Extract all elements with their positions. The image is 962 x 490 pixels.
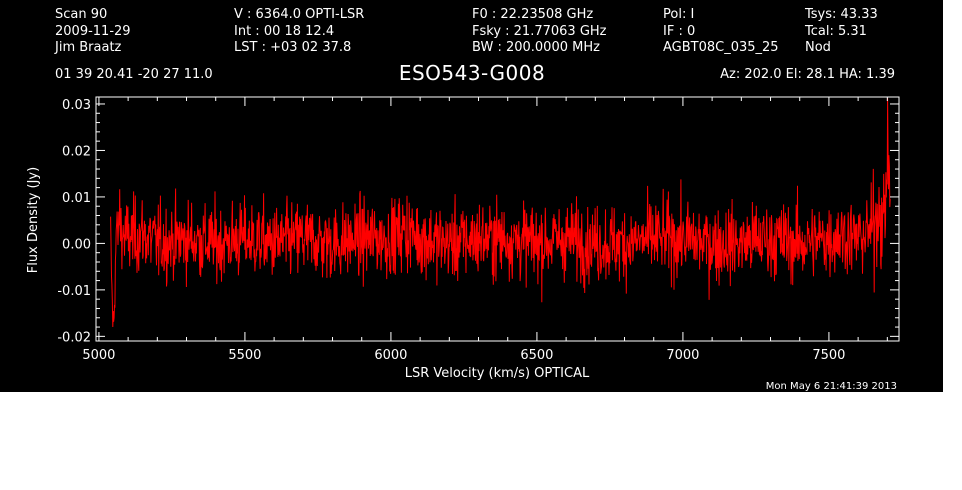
scan-label: Scan 90 [55, 7, 107, 22]
x-tick-label: 6500 [520, 348, 553, 363]
x-tick-label: 7000 [666, 348, 699, 363]
x-axis-ticks: 5000 5500 6000 6500 7000 7500 [82, 97, 888, 363]
coordinates-label: 01 39 20.41 -20 27 11.0 [55, 67, 213, 82]
spectrum-trace-group [110, 97, 891, 328]
fsky-label: Fsky : 21.77063 GHz [472, 24, 607, 39]
if-label: IF : 0 [663, 24, 695, 39]
f0-label: F0 : 22.23508 GHz [472, 7, 593, 22]
x-tick-label: 7500 [812, 348, 845, 363]
y-tick-label: 0.01 [62, 191, 91, 206]
observer-label: Jim Braatz [54, 40, 122, 55]
header-col4: Pol: I IF : 0 AGBT08C_035_25 [663, 7, 779, 55]
plot-frame [95, 96, 900, 342]
y-tick-label: 0.00 [62, 237, 91, 252]
header-col2: V : 6364.0 OPTI-LSR Int : 00 18 12.4 LST… [234, 7, 364, 55]
pol-label: Pol: I [663, 7, 694, 22]
bw-label: BW : 200.0000 MHz [472, 40, 600, 55]
x-tick-label: 5500 [228, 348, 261, 363]
y-tick-label: -0.02 [57, 330, 91, 345]
date-label: 2009-11-29 [55, 24, 131, 39]
source-name: ESO543-G008 [399, 61, 545, 85]
y-tick-label: 0.02 [62, 144, 91, 159]
header-col1: Scan 90 2009-11-29 Jim Braatz [54, 7, 131, 55]
project-label: AGBT08C_035_25 [663, 40, 779, 55]
x-axis-label: LSR Velocity (km/s) OPTICAL [405, 366, 590, 381]
nod-label: Nod [805, 40, 831, 55]
spectrum-chart: Scan 90 2009-11-29 Jim Braatz V : 6364.0… [26, 7, 900, 392]
spectrum-trace [110, 97, 891, 328]
velocity-label: V : 6364.0 OPTI-LSR [234, 7, 364, 22]
plot-panel: Scan 90 2009-11-29 Jim Braatz V : 6364.0… [0, 0, 943, 392]
x-tick-label: 6000 [374, 348, 407, 363]
y-tick-label: -0.01 [57, 284, 91, 299]
tsys-label: Tsys: 43.33 [804, 7, 878, 22]
lst-label: LST : +03 02 37.8 [234, 40, 351, 55]
y-tick-label: 0.03 [62, 98, 91, 113]
y-axis-label: Flux Density (Jy) [26, 167, 41, 273]
header-col3: F0 : 22.23508 GHz Fsky : 21.77063 GHz BW… [472, 7, 607, 55]
tcal-label: Tcal: 5.31 [804, 24, 867, 39]
x-tick-label: 5000 [82, 348, 115, 363]
header-col5: Tsys: 43.33 Tcal: 5.31 Nod [804, 7, 878, 55]
int-time-label: Int : 00 18 12.4 [234, 24, 334, 39]
az-el-ha-label: Az: 202.0 El: 28.1 HA: 1.39 [720, 67, 895, 82]
timestamp: Mon May 6 21:41:39 2013 [766, 381, 897, 392]
y-axis-ticks: -0.02 -0.01 0.00 0.01 0.02 0.03 [57, 98, 899, 345]
